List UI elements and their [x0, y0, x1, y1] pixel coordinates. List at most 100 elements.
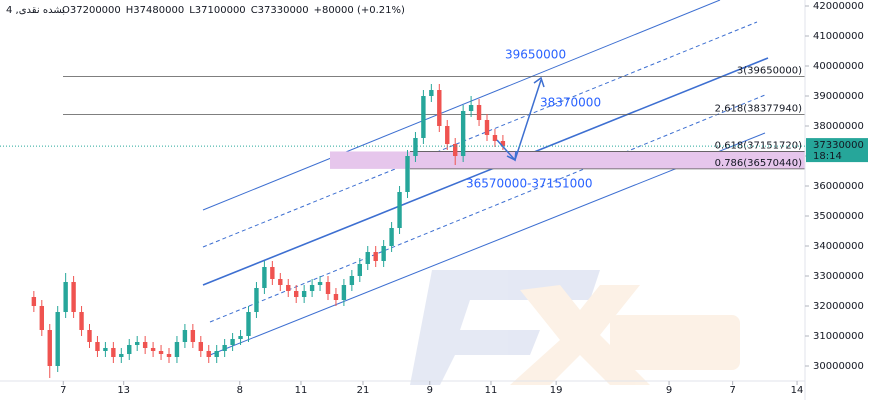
x-tick-label: 7 [729, 385, 735, 396]
candle-body [476, 105, 482, 120]
candle-body [484, 120, 490, 135]
candle-body [31, 297, 37, 306]
candle-body [246, 312, 251, 336]
candle-body [198, 342, 203, 351]
candle-body [166, 354, 172, 357]
candle-body [365, 252, 370, 264]
ohlc-header: C37330000 [251, 5, 309, 16]
candle-body [373, 252, 378, 261]
candle-body [55, 312, 60, 366]
candle-body [262, 267, 267, 288]
candle-body [286, 285, 291, 291]
x-tick-label: 9 [666, 385, 672, 396]
watermark [410, 270, 740, 385]
candle-body [103, 348, 108, 351]
candle-body [39, 306, 44, 330]
candle-body [254, 288, 259, 312]
y-tick-label: 33000000 [813, 271, 864, 282]
candle-body [119, 354, 124, 357]
candle-body [214, 351, 219, 357]
plot: 3(39650000) 2.618(38377940) 0.618(37151720… [31, 66, 805, 378]
candle-body [389, 228, 394, 246]
candle-body [111, 348, 116, 357]
fib-label: 0.786(36570440) [715, 158, 802, 169]
y-tick-label: 39000000 [813, 91, 864, 102]
candle-body [158, 351, 164, 354]
candle-body [453, 144, 458, 156]
candle-body [95, 342, 100, 351]
fib-label: 3(39650000) [737, 66, 802, 77]
candle-body [238, 336, 243, 339]
fib-label: 0.618(37151720) [715, 140, 802, 151]
candle-body [206, 351, 211, 357]
annotation: 39650000 [505, 48, 566, 62]
pitchfork [202, 0, 769, 356]
symbol: 4 ,بشده نقدی [6, 5, 65, 16]
candle-body [492, 135, 498, 141]
candle-body [325, 282, 331, 294]
candle-body [468, 105, 474, 111]
candle-body [445, 126, 450, 144]
x-tick-label: 13 [117, 385, 130, 396]
candle-body [341, 285, 347, 300]
candle-body [460, 111, 466, 156]
candle-body [71, 282, 76, 312]
candle-body [381, 246, 386, 261]
candle-body [429, 90, 434, 96]
y-tick-label: 38000000 [813, 121, 864, 132]
x-tick-label: 8 [237, 385, 243, 396]
x-tick-label: 21 [357, 385, 370, 396]
candle-body [270, 267, 275, 279]
candle-body [79, 312, 84, 330]
candle-body [397, 192, 402, 228]
countdown: 18:14 [813, 151, 842, 162]
candle-body [190, 330, 196, 342]
candle-body [421, 96, 426, 138]
candle-body [87, 330, 92, 342]
y-tick-label: 32000000 [813, 301, 864, 312]
y-tick-label: 41000000 [813, 31, 864, 42]
candle-body [278, 279, 283, 285]
candle-body [127, 345, 132, 354]
candle-body [182, 330, 188, 342]
candle-body [222, 345, 227, 351]
x-tick-label: 19 [550, 385, 563, 396]
y-tick-label: 42000000 [813, 1, 864, 12]
ohlc-header: L37100000 [189, 5, 245, 16]
last-price-label: 37330000 [813, 140, 864, 151]
candle-body [317, 282, 323, 285]
x-tick-label: 14 [791, 385, 804, 396]
candle-body [135, 342, 140, 345]
candle-body [150, 348, 156, 351]
y-tick-label: 31000000 [813, 331, 864, 342]
candle-body [500, 141, 506, 147]
projection-arrows [496, 76, 545, 162]
candle-body [47, 330, 52, 366]
ohlc-header: +80000 (+0.21%) [314, 5, 405, 16]
x-tick-label: 11 [295, 385, 308, 396]
ohlc-header: H37480000 [126, 5, 184, 16]
candle-body [309, 285, 315, 291]
candle-body [63, 282, 68, 312]
candle-body [142, 342, 148, 348]
fib-label: 2.618(38377940) [715, 104, 802, 115]
candle-body [294, 291, 299, 297]
zone-label: 36570000-37151000 [466, 177, 593, 191]
candle-body [357, 264, 362, 276]
x-tick-label: 9 [427, 385, 433, 396]
candle-body [230, 339, 235, 345]
candle-body [405, 156, 410, 192]
candle-body [174, 342, 180, 357]
candle-body [301, 291, 307, 297]
last-price-box [806, 138, 868, 163]
y-tick-label: 34000000 [813, 241, 864, 252]
x-tick-label: 7 [60, 385, 66, 396]
candle-body [437, 90, 442, 126]
annotation: 38370000 [540, 96, 601, 110]
candle-body [349, 276, 355, 285]
candle-body [333, 294, 339, 300]
x-tick-label: 11 [485, 385, 498, 396]
y-tick-label: 40000000 [813, 61, 864, 72]
